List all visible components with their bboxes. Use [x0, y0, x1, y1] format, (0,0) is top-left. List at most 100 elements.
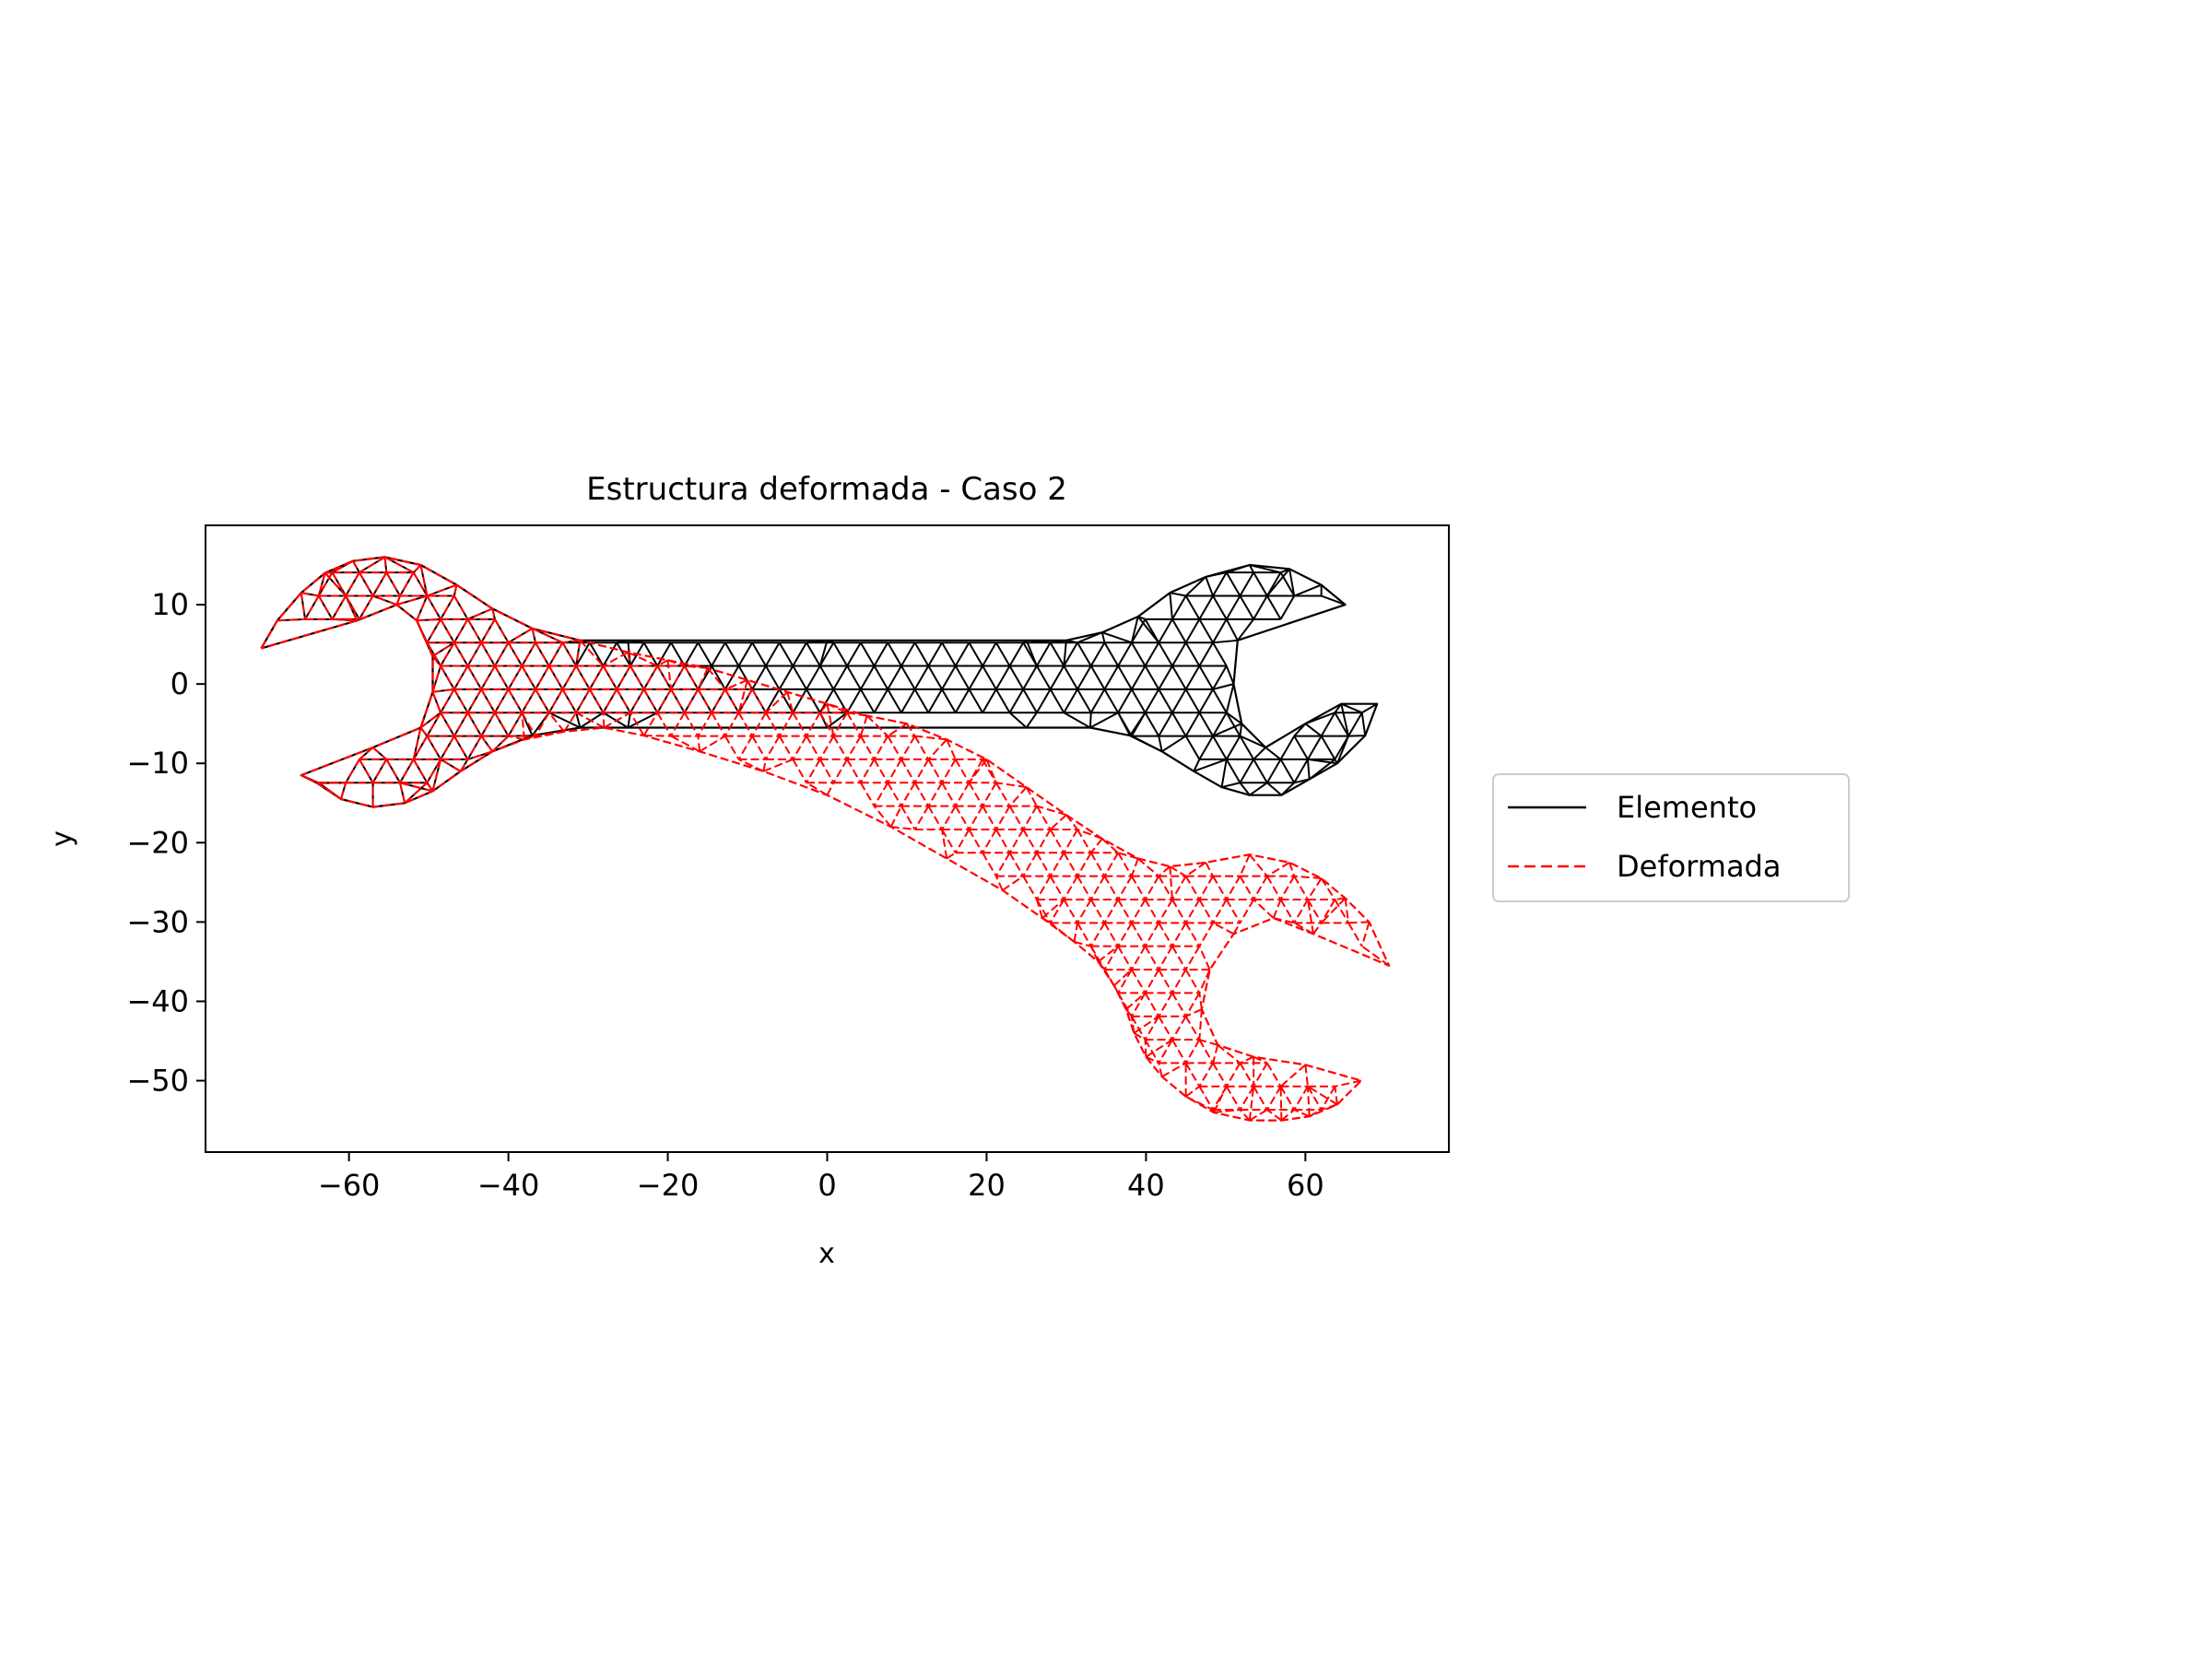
mesh-edge [927, 759, 943, 783]
mesh-edge [453, 688, 469, 713]
mesh-edge [317, 571, 334, 597]
mesh-edge [1036, 688, 1052, 713]
mesh-edge [1158, 618, 1173, 643]
mesh-edge [1049, 814, 1067, 830]
mesh-edge [575, 688, 591, 713]
mesh-edge [453, 712, 469, 737]
mesh-edge [1184, 712, 1201, 737]
mesh-edge [1212, 641, 1228, 667]
mesh-edge [440, 618, 455, 643]
mesh-edge [670, 712, 686, 737]
mesh-edge [431, 655, 441, 667]
mesh-edge [873, 759, 889, 783]
mesh-edge [352, 560, 360, 573]
mesh-edge [1293, 583, 1323, 597]
mesh-edge [1158, 865, 1171, 877]
mesh-edge [399, 782, 433, 793]
mesh-edge [1036, 806, 1052, 830]
mesh-edge [1089, 852, 1106, 877]
mesh-edge [331, 571, 347, 597]
mesh-edge [1129, 712, 1147, 736]
mesh-edge [1212, 922, 1234, 935]
mesh-edge [806, 688, 821, 713]
mesh-edge [1320, 899, 1336, 924]
mesh-edge [806, 759, 821, 783]
mesh-edge [656, 712, 672, 737]
mesh-edge [399, 571, 415, 597]
mesh-edge [737, 735, 754, 760]
mesh-edge [1184, 688, 1201, 713]
mesh-edge [276, 618, 306, 622]
mesh-edge [697, 688, 712, 713]
mesh-edge [1336, 735, 1349, 764]
mesh-edge [1253, 571, 1268, 597]
mesh-edge [1198, 595, 1214, 620]
mesh-edge [954, 806, 971, 830]
mesh-edge [1130, 946, 1147, 971]
mesh-edge [1158, 876, 1173, 900]
mesh-edge [1158, 922, 1173, 947]
mesh-edge [1144, 922, 1160, 947]
mesh-edge [426, 735, 441, 760]
mesh-edge [412, 571, 429, 597]
mesh-edge [792, 735, 807, 760]
mesh-edge [1253, 1086, 1268, 1111]
mesh-edge [345, 595, 360, 620]
mesh-edge [941, 829, 957, 853]
mesh-edge [1220, 759, 1228, 788]
mesh-edge [561, 665, 577, 690]
mesh-edge [1101, 631, 1133, 644]
mesh-edge [453, 665, 469, 690]
mesh-edge [670, 688, 686, 713]
mesh-edge [494, 712, 510, 737]
mesh-edge [1212, 723, 1242, 737]
mesh-edge [1212, 639, 1238, 644]
mesh-edge [762, 759, 767, 772]
mesh-edge [826, 712, 848, 729]
mesh-edge [1225, 1086, 1241, 1111]
mesh-edge [1248, 1086, 1255, 1121]
mesh-edge [683, 665, 700, 690]
mesh-edge [535, 712, 550, 737]
mesh-edge [792, 665, 807, 690]
mesh-edge [1158, 665, 1173, 690]
mesh-edge [1361, 702, 1378, 714]
mesh-edge [751, 641, 767, 667]
mesh-edge [1117, 876, 1133, 900]
mesh-edge [359, 556, 386, 574]
mesh-edge [1144, 946, 1160, 971]
mesh-edge [1144, 992, 1160, 1018]
mesh-edge [1279, 899, 1296, 924]
x-tick-label: −60 [318, 1168, 381, 1203]
mesh-edge [1198, 1039, 1214, 1064]
mesh-edge [453, 641, 469, 667]
mesh-edge [724, 641, 740, 667]
mesh-edge [1169, 865, 1187, 877]
mesh-edge [1169, 866, 1173, 900]
mesh-edge [642, 641, 659, 667]
x-tick-label: −20 [637, 1168, 700, 1203]
mesh-edge [627, 712, 658, 729]
mesh-edge [873, 688, 889, 713]
mesh-edge [1212, 595, 1228, 620]
mesh-edge [417, 618, 441, 622]
mesh-edge [1089, 922, 1106, 947]
mesh-edge [968, 665, 983, 690]
y-axis: 10 0 −10 −20 −30 −40 −50 [126, 587, 206, 1099]
mesh-edge [1184, 1039, 1201, 1064]
mesh-edge [968, 641, 983, 667]
mesh-edge [994, 829, 1011, 853]
mesh-edge [818, 640, 829, 666]
mesh-edge [602, 688, 618, 713]
mesh-edge [1253, 595, 1268, 620]
mesh-edge [859, 782, 876, 807]
mesh-edge [1117, 922, 1133, 947]
mesh-edge [1294, 875, 1322, 880]
mesh-edge [890, 826, 915, 830]
mesh-edge [994, 782, 1011, 807]
mesh-edge [900, 665, 916, 690]
mesh-edge [494, 618, 510, 643]
mesh-edge [412, 727, 422, 760]
mesh-edge [751, 665, 767, 690]
